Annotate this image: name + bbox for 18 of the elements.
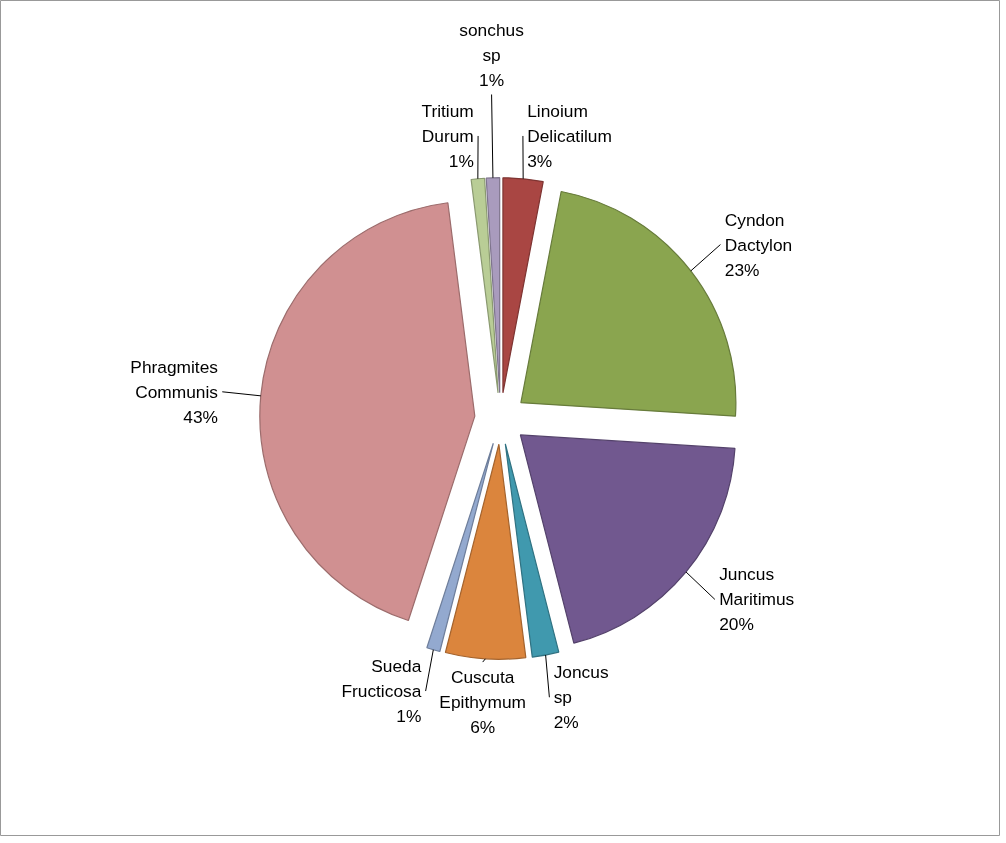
slice-label: Linoium Delicatilum (527, 100, 612, 146)
data-label: 1% (448, 150, 474, 171)
slice-label: sonchus sp (459, 19, 525, 65)
slice-label: Cuscuta Epithymum (439, 666, 527, 712)
data-label: 1% (479, 69, 505, 90)
data-label: 1% (396, 706, 422, 727)
data-label: 6% (470, 716, 496, 737)
data-label: 2% (553, 712, 579, 733)
slice-label: Phragmites Communis (130, 356, 219, 402)
slice-label: Sueda Fructicosa (341, 656, 422, 702)
data-label: 20% (719, 614, 754, 635)
slice-label: Juncus Maritimus (719, 564, 795, 610)
slice-label: Cyndon Dactylon (724, 209, 793, 255)
data-label: 23% (724, 259, 760, 280)
data-label: 3% (527, 150, 553, 171)
slice-label: Joncus sp (553, 662, 609, 708)
slice-label: Tritium Durum (421, 100, 474, 146)
data-label: 43% (183, 406, 218, 427)
